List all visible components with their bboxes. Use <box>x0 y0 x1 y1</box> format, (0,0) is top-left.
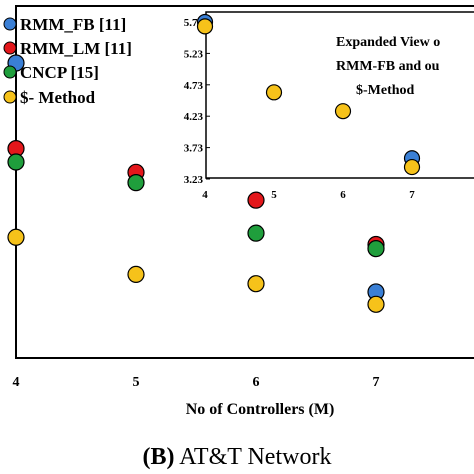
legend-marker-rmm-fb <box>3 17 17 31</box>
caption-text: AT&T Network <box>179 444 331 470</box>
main-plot-frame <box>15 5 474 359</box>
point-cncp-15 <box>127 174 145 192</box>
inset-point-method <box>403 158 421 176</box>
inset-y-tick-label: 3.73 <box>184 143 204 155</box>
x-tick-label: 4 <box>13 375 20 390</box>
inset-point-method <box>265 84 283 101</box>
inset-point-method <box>196 18 214 35</box>
caption-label: (B) <box>143 444 175 470</box>
inset-x-tick-label: 5 <box>271 189 277 201</box>
point-method <box>127 265 145 284</box>
figure-caption: (B) AT&T Network <box>143 444 332 470</box>
inset-title-line-1: Expanded View o <box>336 35 440 50</box>
inset-y-tick-label: 4.23 <box>184 111 204 123</box>
legend: RMM_FB [11] RMM_LM [11] CNCP [15] $- Met… <box>3 15 132 107</box>
inset-x-tick-label: 7 <box>409 189 415 201</box>
point-method <box>247 275 265 293</box>
legend-label-s-method: $- Method <box>20 88 96 107</box>
inset-plot-frame <box>205 11 474 179</box>
inset-title-line-3: $-Method <box>356 83 415 98</box>
legend-label-rmm-lm: RMM_LM [11] <box>20 39 132 58</box>
legend-label-rmm-fb: RMM_FB [11] <box>20 15 126 34</box>
legend-marker-rmm-lm <box>3 41 17 55</box>
legend-label-cncp: CNCP [15] <box>20 63 99 82</box>
point-cncp-15 <box>367 240 385 258</box>
inset-y-tick-label: 4.73 <box>184 80 204 92</box>
inset-point-method <box>334 103 352 120</box>
legend-marker-cncp <box>3 65 17 79</box>
x-axis-label: No of Controllers (M) <box>186 401 335 418</box>
inset-y-tick-label: 5.23 <box>184 48 204 60</box>
point-method <box>7 228 25 246</box>
legend-marker-s-method <box>3 90 17 104</box>
point-cncp-15 <box>7 153 25 171</box>
x-tick-label: 5 <box>133 375 140 390</box>
point-method <box>367 295 385 313</box>
x-tick-label: 7 <box>373 375 380 390</box>
inset-title-line-2: RMM-FB and ou <box>336 59 440 74</box>
inset-x-tick-label: 6 <box>340 189 346 201</box>
inset-x-tick-label: 4 <box>202 189 208 201</box>
x-tick-label: 6 <box>253 375 260 390</box>
point-cncp-15 <box>247 224 265 242</box>
point-rmm-lm-11 <box>247 191 265 209</box>
inset-y-tick-label: 3.23 <box>184 174 204 186</box>
